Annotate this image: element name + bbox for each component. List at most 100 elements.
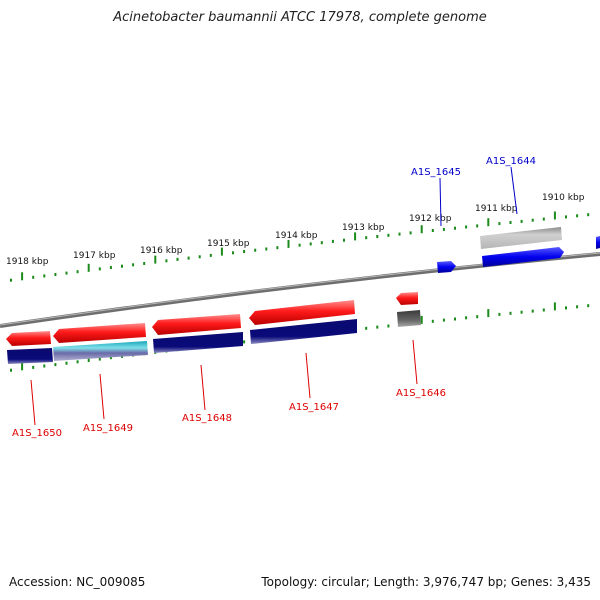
- minor-tick: [331, 239, 334, 243]
- leader-line: [439, 177, 442, 227]
- minor-tick: [43, 274, 46, 278]
- minor-tick: [343, 238, 345, 242]
- minor-tick: [209, 253, 212, 257]
- minor-tick: [243, 340, 246, 344]
- minor-tick: [176, 257, 179, 261]
- major-tick: [21, 272, 24, 281]
- minor-tick: [365, 236, 368, 240]
- minor-tick: [387, 233, 390, 237]
- tick-label: 1916 kbp: [140, 246, 183, 256]
- map-title: Acinetobacter baumannii ATCC 17978, comp…: [113, 10, 487, 25]
- minor-tick: [376, 325, 379, 329]
- minor-tick: [542, 217, 545, 221]
- minor-tick: [320, 241, 323, 245]
- scale-ticks-upper: [10, 211, 590, 282]
- tick-label: 1910 kbp: [542, 193, 585, 203]
- minor-tick: [431, 319, 434, 323]
- minor-tick: [54, 363, 57, 367]
- leader-line: [510, 166, 518, 215]
- minor-tick: [442, 227, 445, 231]
- minor-tick: [32, 275, 35, 279]
- minor-tick: [520, 219, 523, 223]
- minor-tick: [98, 267, 101, 271]
- major-tick: [487, 309, 490, 318]
- leader-line: [30, 379, 36, 426]
- accession-text: Accession: NC_009085: [9, 575, 146, 589]
- tick-label: 1913 kbp: [342, 223, 385, 233]
- minor-tick: [442, 318, 445, 322]
- gene-feature-a1s-1650-cds[interactable]: [7, 348, 53, 364]
- minor-tick: [476, 315, 479, 319]
- minor-tick: [520, 310, 523, 314]
- major-tick: [154, 255, 157, 264]
- gene-label-a1s-1647[interactable]: A1S_1647: [289, 402, 339, 413]
- gene-feature-a1s-1648[interactable]: [152, 314, 241, 335]
- gene-feature-a1s-1649[interactable]: [53, 323, 146, 343]
- major-tick: [487, 218, 490, 227]
- minor-tick: [10, 368, 12, 372]
- minor-tick: [309, 242, 312, 246]
- minor-tick: [387, 324, 390, 328]
- minor-tick: [465, 316, 468, 320]
- gene-feature-a1s-1647-cds[interactable]: [250, 319, 357, 344]
- minor-tick: [165, 259, 168, 263]
- tick-label: 1911 kbp: [475, 204, 518, 214]
- minor-tick: [376, 235, 379, 238]
- minor-tick: [143, 262, 146, 265]
- minor-tick: [298, 243, 301, 247]
- gene-feature-a1s-1645[interactable]: [437, 261, 456, 273]
- gene-label-a1s-1650[interactable]: A1S_1650: [12, 428, 62, 439]
- major-tick: [420, 315, 423, 324]
- minor-tick: [454, 317, 456, 321]
- gene-label-a1s-1645[interactable]: A1S_1645: [411, 167, 461, 178]
- gene-label-a1s-1646[interactable]: A1S_1646: [396, 388, 446, 399]
- gene-feature-a1s-1649-rna[interactable]: [53, 341, 148, 361]
- minor-tick: [54, 273, 57, 276]
- gene-feature-a1s-1646[interactable]: [396, 292, 418, 305]
- tick-label: 1912 kbp: [409, 214, 452, 224]
- minor-tick: [10, 278, 12, 282]
- gene-feature-a1s-1644[interactable]: [482, 247, 564, 267]
- major-tick: [220, 247, 223, 256]
- major-tick: [553, 211, 556, 220]
- minor-tick: [542, 308, 545, 312]
- tick-label: 1915 kbp: [207, 239, 250, 249]
- gene-feature-a1s-1648-cds[interactable]: [153, 332, 243, 353]
- minor-tick: [132, 263, 135, 267]
- gene-label-a1s-1649[interactable]: A1S_1649: [83, 423, 133, 434]
- minor-tick: [465, 225, 468, 229]
- minor-tick: [109, 266, 112, 269]
- gene-feature-a1s-1650[interactable]: [6, 331, 51, 346]
- gene-feature-gray[interactable]: [480, 227, 562, 249]
- minor-tick: [565, 215, 567, 219]
- major-tick: [354, 232, 357, 241]
- leader-line: [200, 364, 206, 411]
- minor-tick: [65, 361, 68, 365]
- minor-tick: [565, 306, 567, 310]
- minor-tick: [365, 326, 368, 330]
- gene-label-a1s-1648[interactable]: A1S_1648: [182, 413, 232, 424]
- gene-label-a1s-1644[interactable]: A1S_1644: [486, 156, 536, 167]
- minor-tick: [276, 246, 279, 250]
- leader-line: [99, 373, 105, 420]
- minor-tick: [243, 250, 246, 253]
- minor-tick: [409, 231, 412, 235]
- minor-tick: [198, 255, 201, 259]
- gene-feature-a1s-1646-cds[interactable]: [397, 310, 421, 327]
- tick-label: 1914 kbp: [275, 231, 318, 241]
- minor-tick: [498, 222, 501, 226]
- tick-label: 1918 kbp: [6, 257, 49, 267]
- gene-feature-edge[interactable]: [596, 236, 600, 249]
- gene-feature-a1s-1647[interactable]: [249, 300, 355, 325]
- major-tick: [21, 362, 24, 371]
- minor-tick: [587, 304, 590, 308]
- minor-tick: [265, 247, 268, 251]
- minor-tick: [254, 248, 257, 252]
- minor-tick: [43, 364, 46, 368]
- minor-tick: [531, 218, 534, 222]
- minor-tick: [98, 357, 101, 361]
- minor-tick: [232, 251, 234, 255]
- minor-tick: [454, 226, 456, 230]
- minor-tick: [65, 271, 68, 275]
